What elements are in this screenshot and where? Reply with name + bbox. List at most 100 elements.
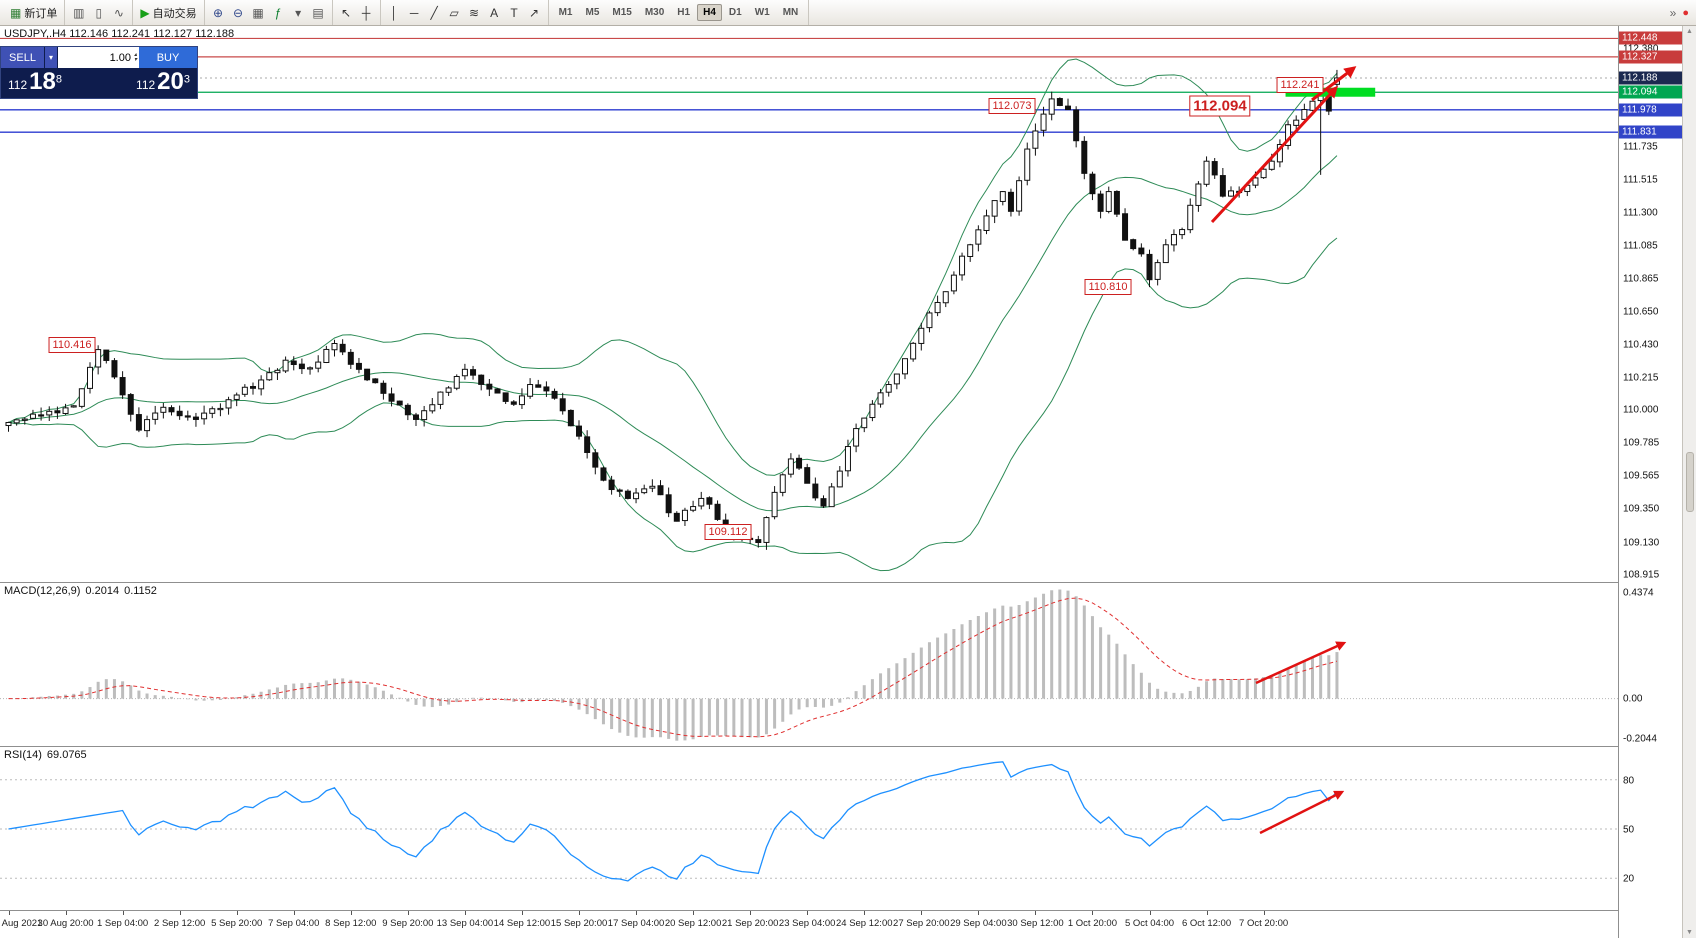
timeframe-h1[interactable]: H1 (677, 7, 691, 18)
price-badge-red: 112.327 (1619, 50, 1682, 64)
tile-windows-button[interactable]: ▦ (249, 3, 268, 23)
indicators-button[interactable]: ƒ (269, 3, 288, 23)
time-tick-label: 21 Sep 20:00 (721, 918, 779, 929)
notification-icon[interactable]: ● (1682, 6, 1689, 19)
scrollbar-thumb[interactable] (1685, 452, 1694, 512)
price-scale[interactable]: 112.380112.165111.950111.735111.515111.3… (1618, 26, 1682, 938)
price-tick-label: 111.515 (1623, 174, 1658, 186)
text-icon: A (490, 5, 499, 20)
time-tick (864, 911, 866, 915)
bollinger-bands (8, 58, 1338, 572)
sell-dropdown-caret-icon[interactable]: ▾ (45, 47, 58, 68)
time-tick-label: 5 Sep 20:00 (211, 918, 263, 929)
auto-trading-icon: ▶ (140, 5, 150, 20)
vertical-scrollbar[interactable]: ▲ ▼ (1682, 26, 1696, 938)
trendline-button[interactable]: ╱ (425, 3, 444, 23)
price-badge-blue: 111.978 (1619, 103, 1682, 117)
spinner-down-icon[interactable]: ▾ (133, 56, 137, 63)
zoom-out-button[interactable]: ⊖ (229, 3, 248, 23)
scroll-up-icon[interactable]: ▲ (1686, 28, 1693, 35)
volume-input[interactable]: 1.00 ▴ ▾ (58, 47, 139, 68)
timeframe-w1[interactable]: W1 (754, 7, 770, 18)
time-tick (8, 911, 10, 915)
chart-price-label[interactable]: 110.416 (48, 337, 96, 353)
zoom-in-button[interactable]: ⊕ (209, 3, 228, 23)
main-chart-panel[interactable]: USDJPY,.H4 112.146 112.241 112.127 112.1… (0, 26, 1618, 582)
price-tick-label: 109.785 (1623, 437, 1660, 449)
macd-chart[interactable] (0, 583, 1618, 746)
timeframe-h4[interactable]: H4 (697, 4, 722, 21)
time-tick-label: 8 Sep 12:00 (325, 918, 377, 929)
chart-price-label[interactable]: 110.810 (1084, 279, 1132, 295)
vertical-line-button[interactable]: │ (385, 3, 404, 23)
macd-panel[interactable]: MACD(12,26,9) 0.2014 0.1152 (0, 582, 1618, 746)
rsi-chart[interactable] (0, 747, 1618, 910)
macd-signal-line (8, 597, 1338, 738)
timeframe-mn[interactable]: MN (782, 7, 799, 18)
time-tick (978, 911, 980, 915)
price-tick-label: 110.430 (1623, 339, 1659, 351)
rsi-name: RSI(14) (4, 749, 42, 761)
line-chart-button[interactable]: ∿ (109, 3, 128, 23)
price-tick-label: 109.350 (1623, 503, 1660, 515)
toolbar-overflow-icon[interactable]: » (1669, 5, 1677, 20)
fibonacci-button[interactable]: ≋ (465, 3, 484, 23)
chart-price-label[interactable]: 112.094 (1189, 95, 1251, 117)
buy-button[interactable]: BUY (139, 47, 197, 68)
rsi-scale-label: 80 (1623, 775, 1635, 787)
time-tick (579, 911, 580, 915)
chart-price-label[interactable]: 112.241 (1276, 77, 1324, 93)
time-tick (750, 911, 752, 915)
arrow-tools-button[interactable]: ↗ (525, 3, 544, 23)
timeframe-d1[interactable]: D1 (728, 7, 742, 18)
macd-trend-arrow[interactable] (1255, 641, 1347, 685)
sell-price-display: 112188 (8, 68, 62, 95)
cursor-icon: ↖ (341, 5, 352, 20)
cursor-button[interactable]: ↖ (337, 3, 356, 23)
rsi-panel[interactable]: RSI(14) 69.0765 (0, 746, 1618, 910)
crosshair-button[interactable]: ┼ (357, 3, 376, 23)
ohlc-text: USDJPY,.H4 112.146 112.241 112.127 112.1… (4, 28, 235, 40)
templates-button[interactable]: ▤ (309, 3, 328, 23)
toolbar-group: ↖ ┼ (333, 0, 381, 25)
trade-prices-row: 112188 112203 (1, 68, 197, 98)
bar-chart-button[interactable]: ▥ (69, 3, 88, 23)
timeframe-m1[interactable]: M1 (558, 7, 573, 18)
time-tick-label: 13 Sep 04:00 (436, 918, 494, 929)
chart-price-label[interactable]: 112.073 (988, 98, 1036, 114)
timeframe-m15[interactable]: M15 (612, 7, 632, 18)
channel-button[interactable]: ▱ (445, 3, 464, 23)
new-order-icon: ▦ (10, 5, 22, 20)
label-button[interactable]: T (505, 3, 524, 23)
chart-price-label[interactable]: 109.112 (704, 524, 752, 540)
time-tick (179, 911, 181, 915)
sell-button[interactable]: SELL (1, 47, 45, 68)
auto-trading-button[interactable]: ▶ 自动交易 (137, 3, 199, 23)
macd-signal-value: 0.1152 (124, 585, 157, 597)
horizontal-line-button[interactable]: ─ (405, 3, 424, 23)
timeframe-m5[interactable]: M5 (585, 7, 600, 18)
periods-button[interactable]: ▾ (289, 3, 308, 23)
new-order-button[interactable]: ▦ 新订单 (7, 3, 60, 23)
time-tick (350, 911, 352, 915)
rsi-trend-arrow[interactable] (1259, 790, 1345, 835)
trend-arrows[interactable] (1210, 66, 1357, 224)
line-chart-icon: ∿ (113, 5, 124, 20)
time-axis[interactable]: Aug 2021 30 Aug 20:00 1 Sep 04:00 2 Sep 12:… (0, 910, 1618, 938)
price-chart[interactable] (0, 26, 1618, 582)
volume-spinner[interactable]: ▴ ▾ (133, 51, 137, 63)
macd-scale-label: 0.00 (1623, 693, 1643, 705)
text-button[interactable]: A (485, 3, 504, 23)
price-badge-red: 112.448 (1619, 31, 1682, 45)
candlestick-chart-button[interactable]: ▯ (89, 3, 108, 23)
price-tick-label: 110.215 (1623, 372, 1659, 384)
horizontal-level-lines[interactable] (0, 37, 1618, 133)
spinner-up-icon[interactable]: ▴ (133, 51, 137, 58)
scroll-down-icon[interactable]: ▼ (1686, 929, 1693, 936)
zoom-in-icon: ⊕ (213, 5, 224, 20)
time-tick (693, 911, 695, 915)
new-order-label: 新订单 (24, 7, 58, 20)
timeframe-m30[interactable]: M30 (644, 7, 665, 18)
macd-scale-label: 0.4374 (1623, 587, 1654, 599)
macd-scale-label: -0.2044 (1623, 733, 1657, 745)
